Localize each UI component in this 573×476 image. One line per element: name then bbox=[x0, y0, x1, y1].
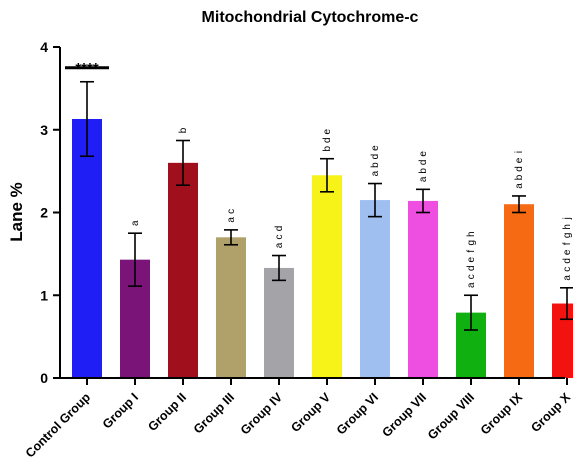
error-bar bbox=[512, 195, 526, 214]
bar bbox=[408, 200, 438, 378]
y-axis-label: Lane % bbox=[7, 182, 26, 242]
x-tick-label: Group I bbox=[100, 390, 141, 431]
bar bbox=[168, 162, 198, 378]
significance-letter: b bbox=[514, 174, 525, 180]
significance-letter: g bbox=[562, 233, 573, 239]
x-tick-label: Group VIII bbox=[425, 390, 477, 442]
significance-letter: d bbox=[322, 137, 333, 143]
x-tick-label: Group III bbox=[191, 390, 237, 436]
error-bar bbox=[320, 157, 334, 193]
bar bbox=[312, 175, 342, 378]
bar bbox=[360, 200, 390, 378]
error-bar bbox=[176, 139, 190, 186]
significance-letter: a bbox=[466, 282, 477, 288]
x-tick-label: Group X bbox=[528, 390, 573, 435]
significance-letter: b bbox=[178, 127, 189, 133]
y-tick-label: 0 bbox=[40, 370, 48, 386]
significance-letter: e bbox=[562, 249, 573, 255]
error-bar bbox=[464, 294, 478, 331]
significance-letter: a bbox=[562, 275, 573, 281]
significance-letter: h bbox=[562, 224, 573, 230]
significance-letter: d bbox=[562, 258, 573, 264]
bar bbox=[72, 118, 102, 379]
bar bbox=[216, 237, 246, 378]
error-bar bbox=[272, 254, 286, 282]
y-tick-label: 1 bbox=[40, 287, 48, 303]
significance-letter: e bbox=[466, 257, 477, 263]
error-bar bbox=[560, 287, 573, 321]
x-tick-label: Group VI bbox=[334, 390, 381, 437]
chart-title: Mitochondrial Cytochrome-c bbox=[202, 9, 419, 26]
significance-letter: e bbox=[514, 157, 525, 163]
significance-letter: e bbox=[322, 128, 333, 134]
x-tick-label: Group II bbox=[145, 390, 189, 434]
error-bar bbox=[416, 188, 430, 214]
significance-letter: d bbox=[418, 160, 429, 166]
significance-letter: c bbox=[226, 209, 237, 214]
y-tick-label: 3 bbox=[40, 122, 48, 138]
significance-letter: a bbox=[370, 170, 381, 176]
significance-letter: a bbox=[226, 217, 237, 223]
significance-letter: d bbox=[514, 166, 525, 172]
bar bbox=[264, 267, 294, 378]
error-bar bbox=[368, 182, 382, 218]
significance-letter: b bbox=[322, 145, 333, 151]
x-tick-label: Group V bbox=[288, 390, 333, 435]
significance-letter: j bbox=[562, 217, 573, 220]
error-bar bbox=[224, 229, 238, 246]
x-tick-label: Group IV bbox=[238, 390, 286, 438]
error-bar bbox=[80, 80, 94, 158]
bar bbox=[552, 303, 573, 378]
significance-letter: e bbox=[418, 151, 429, 157]
significance-letter: a bbox=[418, 176, 429, 182]
y-tick-label: 2 bbox=[40, 205, 48, 221]
significance-letter: f bbox=[562, 242, 573, 245]
significance-letter: d bbox=[370, 154, 381, 160]
bar bbox=[504, 204, 534, 378]
significance-letter: a bbox=[130, 220, 141, 226]
significance-letter: b bbox=[370, 162, 381, 168]
significance-letter: a bbox=[514, 183, 525, 189]
significance-letter: a bbox=[274, 242, 285, 248]
x-tick-label: Group VII bbox=[379, 390, 429, 440]
significance-letter: f bbox=[466, 250, 477, 253]
significance-letter: i bbox=[514, 151, 525, 153]
significance-letter: c bbox=[274, 235, 285, 240]
x-tick-label: Control Group bbox=[23, 390, 94, 461]
error-bar bbox=[128, 232, 142, 287]
significance-letter: e bbox=[370, 145, 381, 151]
significance-letter: c bbox=[562, 267, 573, 272]
significance-letter: c bbox=[466, 274, 477, 279]
significance-letter: h bbox=[466, 231, 477, 237]
x-tick-label: Group IX bbox=[478, 390, 526, 438]
significance-letter: b bbox=[418, 168, 429, 174]
significance-letter: d bbox=[466, 265, 477, 271]
y-tick-label: 4 bbox=[40, 39, 48, 55]
significance-letter: d bbox=[274, 226, 285, 232]
significance-letter: g bbox=[466, 240, 477, 246]
